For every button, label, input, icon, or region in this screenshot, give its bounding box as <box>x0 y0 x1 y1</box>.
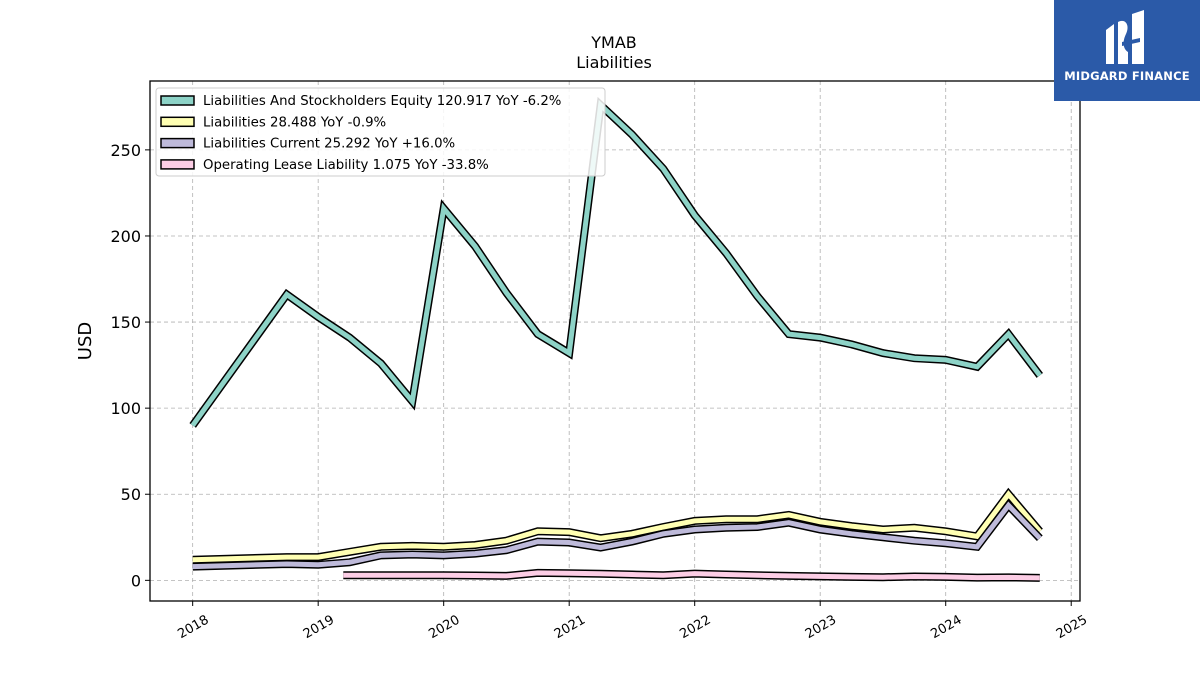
midgard-logo-icon <box>1106 10 1144 64</box>
y-tick-label: 50 <box>121 485 141 504</box>
y-axis-label: USD <box>75 322 96 360</box>
series-line <box>192 487 1043 564</box>
legend-swatch <box>160 137 195 149</box>
chart-title: YMAB <box>590 33 637 52</box>
brand-name: MIDGARD FINANCE <box>1064 69 1190 83</box>
y-tick-label: 250 <box>110 141 141 160</box>
y-tick-label: 150 <box>110 313 141 332</box>
legend-swatch <box>160 116 195 128</box>
legend-label: Operating Lease Liability 1.075 YoY -33.… <box>203 158 489 173</box>
series-line <box>343 568 1040 582</box>
x-tick-label: 2025 <box>1054 613 1090 643</box>
legend-label: Liabilities 28.488 YoY -0.9% <box>203 115 386 130</box>
y-tick-label: 100 <box>110 399 141 418</box>
series-line-fill <box>192 501 1042 570</box>
x-tick-label: 2023 <box>803 613 839 643</box>
plot-frame <box>149 80 1081 602</box>
legend: Liabilities And Stockholders Equity 120.… <box>155 87 606 177</box>
x-tick-label: 2019 <box>301 613 337 643</box>
series-line <box>192 499 1043 571</box>
x-tick-label: 2018 <box>175 613 211 643</box>
legend-swatch <box>160 95 195 106</box>
series-group <box>189 96 1043 582</box>
legend-label: Liabilities Current 25.292 YoY +16.0% <box>203 137 455 152</box>
legend-swatch <box>160 159 195 170</box>
chart-subtitle: Liabilities <box>576 53 652 72</box>
y-tick-label: 0 <box>131 571 141 590</box>
legend-box <box>155 87 606 177</box>
series-line-fill <box>192 490 1042 563</box>
x-tick-label: 2020 <box>426 613 462 643</box>
y-tick-label: 200 <box>110 227 141 246</box>
x-tick-label: 2021 <box>552 613 588 643</box>
series-line <box>189 96 1043 428</box>
series-line-fill <box>343 570 1040 581</box>
x-tick-label: 2022 <box>677 613 713 643</box>
brand-logo: MIDGARD FINANCE <box>1054 0 1200 101</box>
x-tick-label: 2024 <box>928 613 964 643</box>
series-line-fill <box>190 99 1042 427</box>
legend-label: Liabilities And Stockholders Equity 120.… <box>203 94 561 109</box>
